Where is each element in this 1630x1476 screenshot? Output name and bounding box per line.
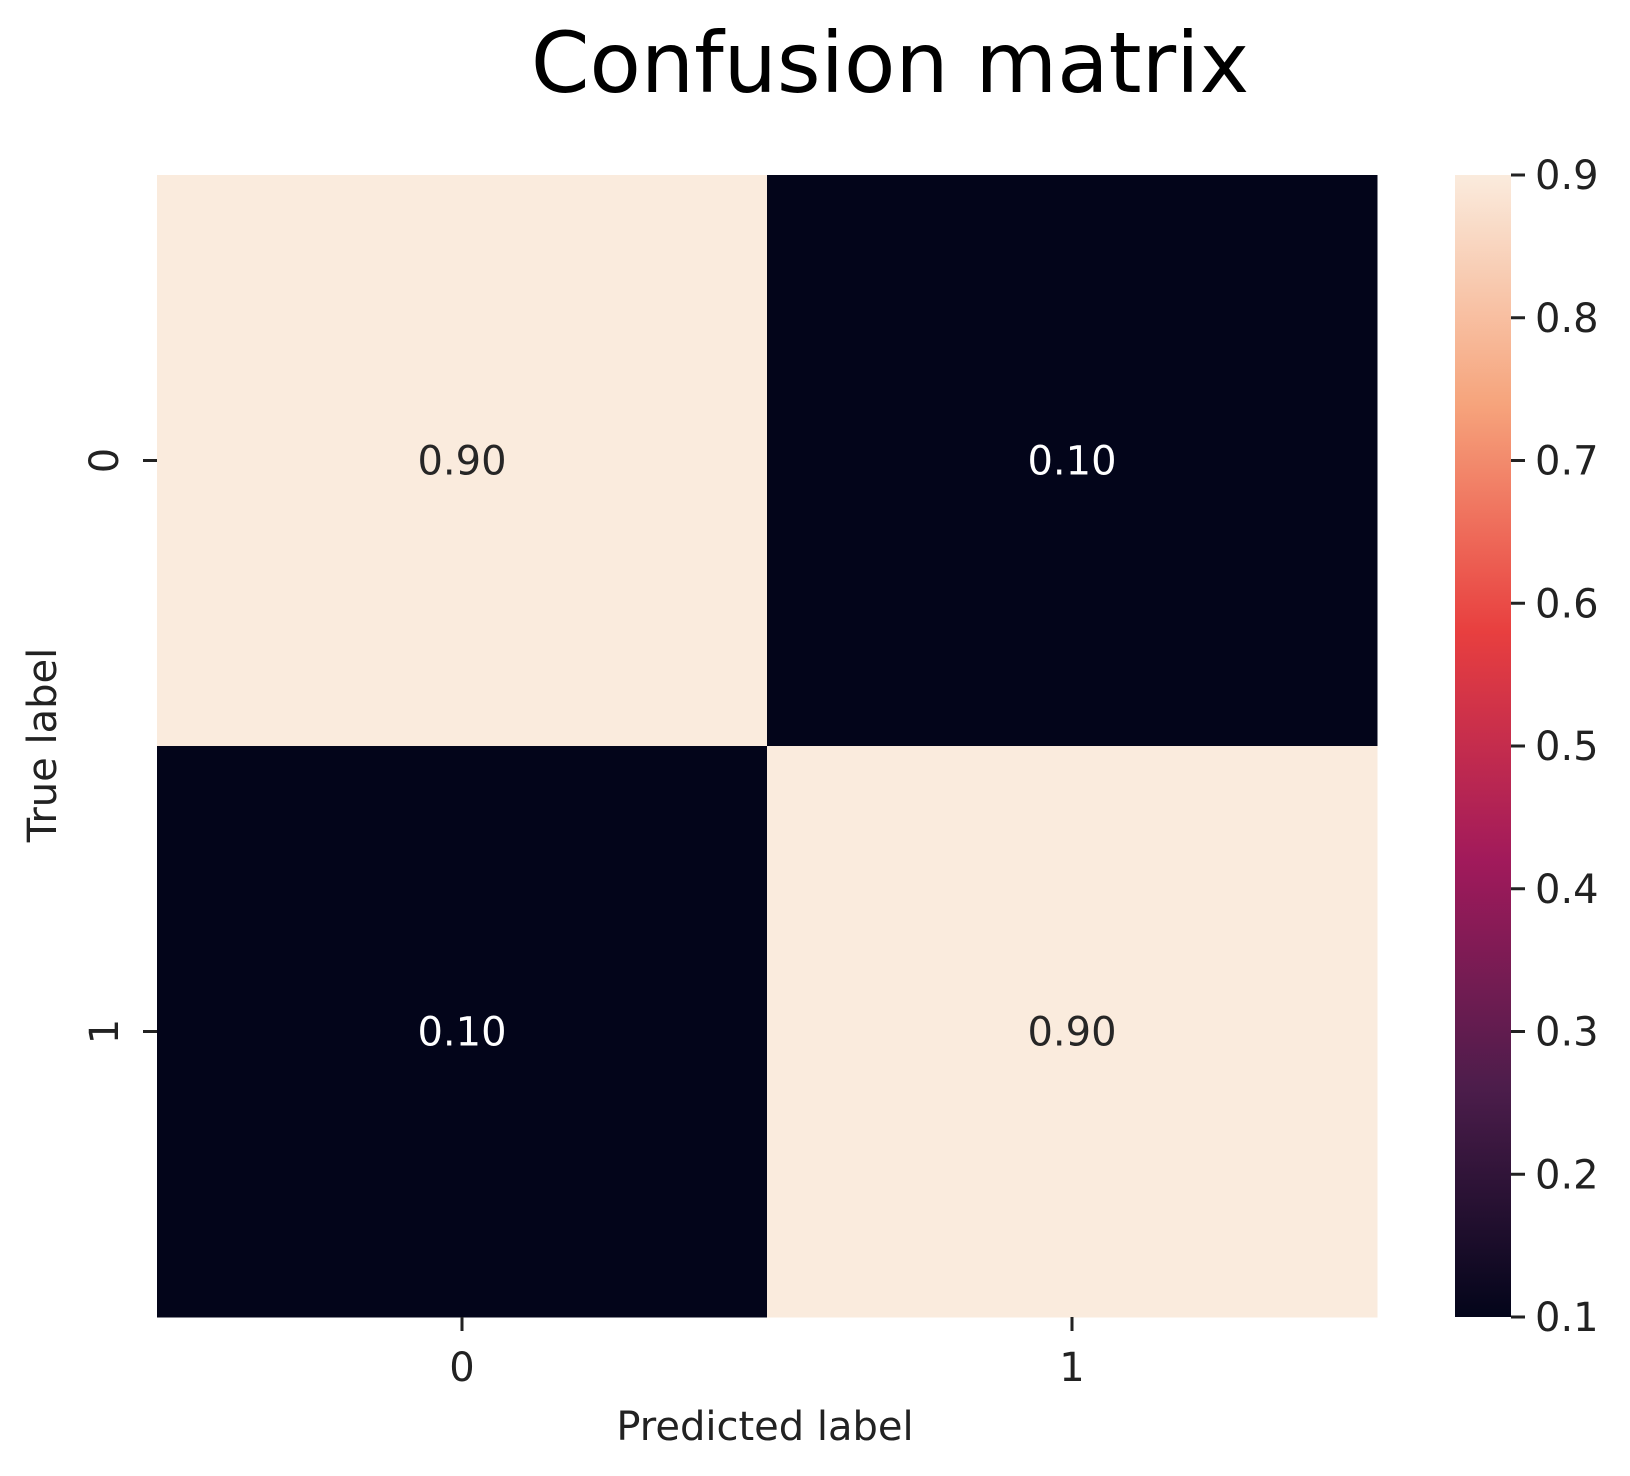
x-axis-label: Predicted label: [616, 1404, 913, 1450]
cell-annotation-1-0: 0.10: [417, 1010, 506, 1056]
colorbar-tick-label: 0.9: [1535, 153, 1599, 199]
heatmap-cell-0-1: [767, 175, 1378, 747]
colorbar-tick-label: 0.3: [1535, 1010, 1599, 1056]
heatmap-cells: [157, 175, 1378, 1318]
cell-annotation-0-0: 0.90: [417, 439, 506, 485]
colorbar-ticks: 0.1 0.2 0.3 0.4 0.5 0.6 0.7 0.8 0.9: [1511, 153, 1599, 1341]
colorbar-tick-label: 0.7: [1535, 439, 1599, 485]
cell-annotation-1-1: 0.90: [1027, 1010, 1116, 1056]
colorbar-tick-label: 0.8: [1535, 296, 1599, 342]
heatmap-annotations: 0.90 0.10 0.10 0.90: [417, 439, 1116, 1056]
heatmap-cell-1-1: [767, 746, 1378, 1318]
heatmap-cell-1-0: [157, 746, 768, 1318]
colorbar-tick-label: 0.4: [1535, 867, 1599, 913]
y-axis-label: True label: [20, 648, 66, 843]
x-tick-label: 1: [1059, 1345, 1084, 1391]
y-axis-ticks: 01: [82, 448, 157, 1044]
colorbar-tick-label: 0.5: [1535, 724, 1599, 770]
x-tick-label: 0: [449, 1345, 474, 1391]
chart-title: Confusion matrix: [531, 14, 1249, 112]
heatmap-cell-0-0: [157, 175, 768, 747]
colorbar-tick-label: 0.1: [1535, 1295, 1599, 1341]
y-tick-label: 0: [82, 448, 128, 473]
colorbar-tick-label: 0.2: [1535, 1152, 1599, 1198]
y-tick-label: 1: [82, 1019, 128, 1044]
cell-annotation-0-1: 0.10: [1027, 439, 1116, 485]
colorbar-tick-label: 0.6: [1535, 581, 1599, 627]
colorbar: [1455, 175, 1511, 1317]
